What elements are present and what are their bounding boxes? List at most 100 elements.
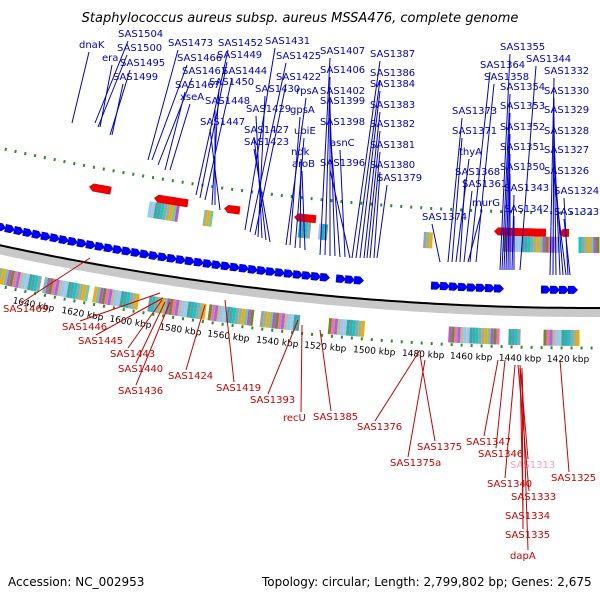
forward-arrow	[130, 248, 141, 257]
forward-gene-label[interactable]: SAS1444	[222, 66, 267, 77]
reverse-gene-label[interactable]: SAS1385	[313, 412, 358, 423]
forward-gene-label[interactable]: SAS1425	[276, 51, 321, 62]
forward-gene-label[interactable]: SAS1447	[200, 117, 245, 128]
forward-gene-label[interactable]: SAS1396	[320, 158, 365, 169]
forward-gene-label[interactable]: SAS1383	[370, 100, 415, 111]
forward-gene-label[interactable]: SAS1399	[320, 96, 365, 107]
forward-gene-label[interactable]: SAS1371	[452, 126, 497, 137]
forward-gene-block	[481, 327, 485, 345]
reverse-gene-label[interactable]: SAS1445	[78, 336, 123, 347]
forward-gene-label[interactable]: asnC	[330, 138, 355, 149]
forward-gene-label[interactable]: SAS1379	[377, 173, 422, 184]
forward-gene-leader	[301, 170, 306, 251]
forward-gene-label[interactable]: gpsA	[290, 105, 315, 116]
forward-gene-label[interactable]: murG	[472, 198, 500, 209]
forward-gene-label[interactable]: xseA	[180, 92, 204, 103]
forward-gene-label[interactable]: SAS1499	[113, 72, 158, 83]
forward-gene-label[interactable]: SAS1342	[504, 204, 549, 215]
reverse-gene-label[interactable]: SAS1325	[551, 473, 596, 484]
forward-gene-label[interactable]: SAS1355	[500, 42, 545, 53]
forward-gene-label[interactable]: aroB	[292, 159, 315, 170]
forward-gene-label[interactable]: ubiE	[294, 126, 316, 137]
forward-gene-label[interactable]: era	[102, 53, 118, 64]
forward-gene-label[interactable]: SAS1473	[168, 38, 213, 49]
forward-gene-label[interactable]: thyA	[459, 147, 482, 158]
reverse-gene-label[interactable]: SAS1333	[511, 492, 556, 503]
reverse-gene-label[interactable]: SAS1347	[466, 437, 511, 448]
forward-gene-label[interactable]: SAS1361	[462, 179, 507, 190]
forward-gene-label[interactable]: dnaK	[79, 40, 105, 51]
forward-gene-label[interactable]: SAS1448	[205, 96, 250, 107]
forward-gene-label[interactable]: SAS1431	[265, 36, 310, 47]
forward-gene-label[interactable]: SAS1343	[504, 183, 549, 194]
reverse-gene-label[interactable]: SAS1424	[168, 371, 213, 382]
reverse-gene-label[interactable]: SAS1419	[216, 383, 261, 394]
forward-gene-label[interactable]: SAS1323	[554, 207, 599, 218]
forward-gene-label[interactable]: SAS1504	[118, 29, 163, 40]
forward-gene-label[interactable]: SAS1353	[500, 101, 545, 112]
forward-gene-label[interactable]: SAS1326	[544, 166, 589, 177]
forward-gene-label[interactable]: SAS1330	[544, 86, 589, 97]
forward-gene-label[interactable]: SAS1352	[500, 122, 545, 133]
forward-gene-label[interactable]: SAS1430	[255, 84, 300, 95]
forward-gene-label[interactable]: SAS1327	[544, 145, 589, 156]
forward-gene-label[interactable]: SAS1449	[217, 50, 262, 61]
reverse-gene-label[interactable]: SAS1346	[478, 449, 523, 460]
forward-gene-label[interactable]: SAS1461	[182, 66, 227, 77]
reverse-gene-label[interactable]: SAS1375a	[390, 458, 441, 469]
forward-arrow	[22, 227, 33, 237]
forward-gene-label[interactable]: SAS1380	[370, 160, 415, 171]
forward-gene-label[interactable]: SAS1406	[320, 65, 365, 76]
reverse-gene-label[interactable]: SAS1313	[510, 460, 555, 471]
reverse-gene-label[interactable]: SAS1446	[62, 322, 107, 333]
forward-gene-label[interactable]: SAS1466	[177, 53, 222, 64]
forward-gene-label[interactable]: SAS1422	[276, 72, 321, 83]
forward-gene-label[interactable]: SAS1354	[500, 82, 545, 93]
forward-gene-label[interactable]: SAS1358	[484, 72, 529, 83]
forward-gene-label[interactable]: SAS1427	[244, 125, 289, 136]
forward-gene-label[interactable]: SAS1407	[320, 46, 365, 57]
reverse-gene-label[interactable]: SAS1443	[110, 349, 155, 360]
reverse-gene-label[interactable]: SAS1334	[505, 511, 550, 522]
forward-gene-label[interactable]: SAS1382	[370, 119, 415, 130]
forward-gene-label[interactable]: SAS1429	[246, 104, 291, 115]
forward-gene-label[interactable]: SAS1373	[452, 106, 497, 117]
reverse-gene-label[interactable]: SAS1340	[487, 479, 532, 490]
reverse-gene-label[interactable]: SAS1440	[118, 364, 163, 375]
forward-gene-label[interactable]: SAS1402	[320, 86, 365, 97]
forward-gene-label[interactable]: SAS1384	[370, 79, 415, 90]
forward-gene-label[interactable]: SAS1374	[422, 212, 467, 223]
forward-gene-label[interactable]: SAS1423	[244, 137, 289, 148]
forward-gene-label[interactable]: SAS1368	[455, 167, 500, 178]
forward-gene-label[interactable]: SAS1344	[526, 54, 571, 65]
forward-gene-label[interactable]: SAS1450	[209, 77, 254, 88]
reverse-gene-label[interactable]: SAS1376	[357, 422, 402, 433]
forward-gene-label[interactable]: SAS1332	[544, 66, 589, 77]
forward-gene-label[interactable]: SAS1398	[320, 117, 365, 128]
forward-gene-label[interactable]: SAS1364	[480, 60, 525, 71]
forward-gene-label[interactable]: SAS1386	[370, 68, 415, 79]
reverse-gene-label[interactable]: recU	[283, 413, 306, 424]
forward-gene-label[interactable]: SAS1452	[218, 38, 263, 49]
forward-gene-label[interactable]: SAS1495	[120, 58, 165, 69]
forward-gene-block	[183, 300, 189, 318]
forward-gene-label[interactable]: ndk	[291, 147, 310, 158]
reverse-gene-label[interactable]: SAS1393	[250, 395, 295, 406]
forward-gene-label[interactable]: SAS1467	[175, 80, 220, 91]
reverse-gene-label[interactable]: SAS1436	[118, 386, 163, 397]
forward-gene-label[interactable]: SAS1500	[117, 43, 162, 54]
forward-gene-label[interactable]: SAS1351	[500, 142, 545, 153]
forward-gene-label[interactable]: rpsA	[296, 86, 319, 97]
reverse-gene-label[interactable]: SAS1469	[3, 304, 48, 315]
forward-gene-label[interactable]: SAS1328	[544, 126, 589, 137]
forward-gene-block	[72, 282, 78, 300]
reverse-gene-leader	[79, 292, 161, 322]
forward-gene-label[interactable]: SAS1329	[544, 105, 589, 116]
forward-gene-block	[14, 271, 22, 288]
forward-gene-label[interactable]: SAS1387	[370, 49, 415, 60]
reverse-gene-label[interactable]: SAS1375	[417, 442, 462, 453]
forward-gene-label[interactable]: SAS1350	[500, 162, 545, 173]
reverse-gene-label[interactable]: dapA	[510, 551, 536, 562]
forward-gene-label[interactable]: SAS1324	[554, 186, 599, 197]
forward-gene-label[interactable]: SAS1381	[370, 140, 415, 151]
